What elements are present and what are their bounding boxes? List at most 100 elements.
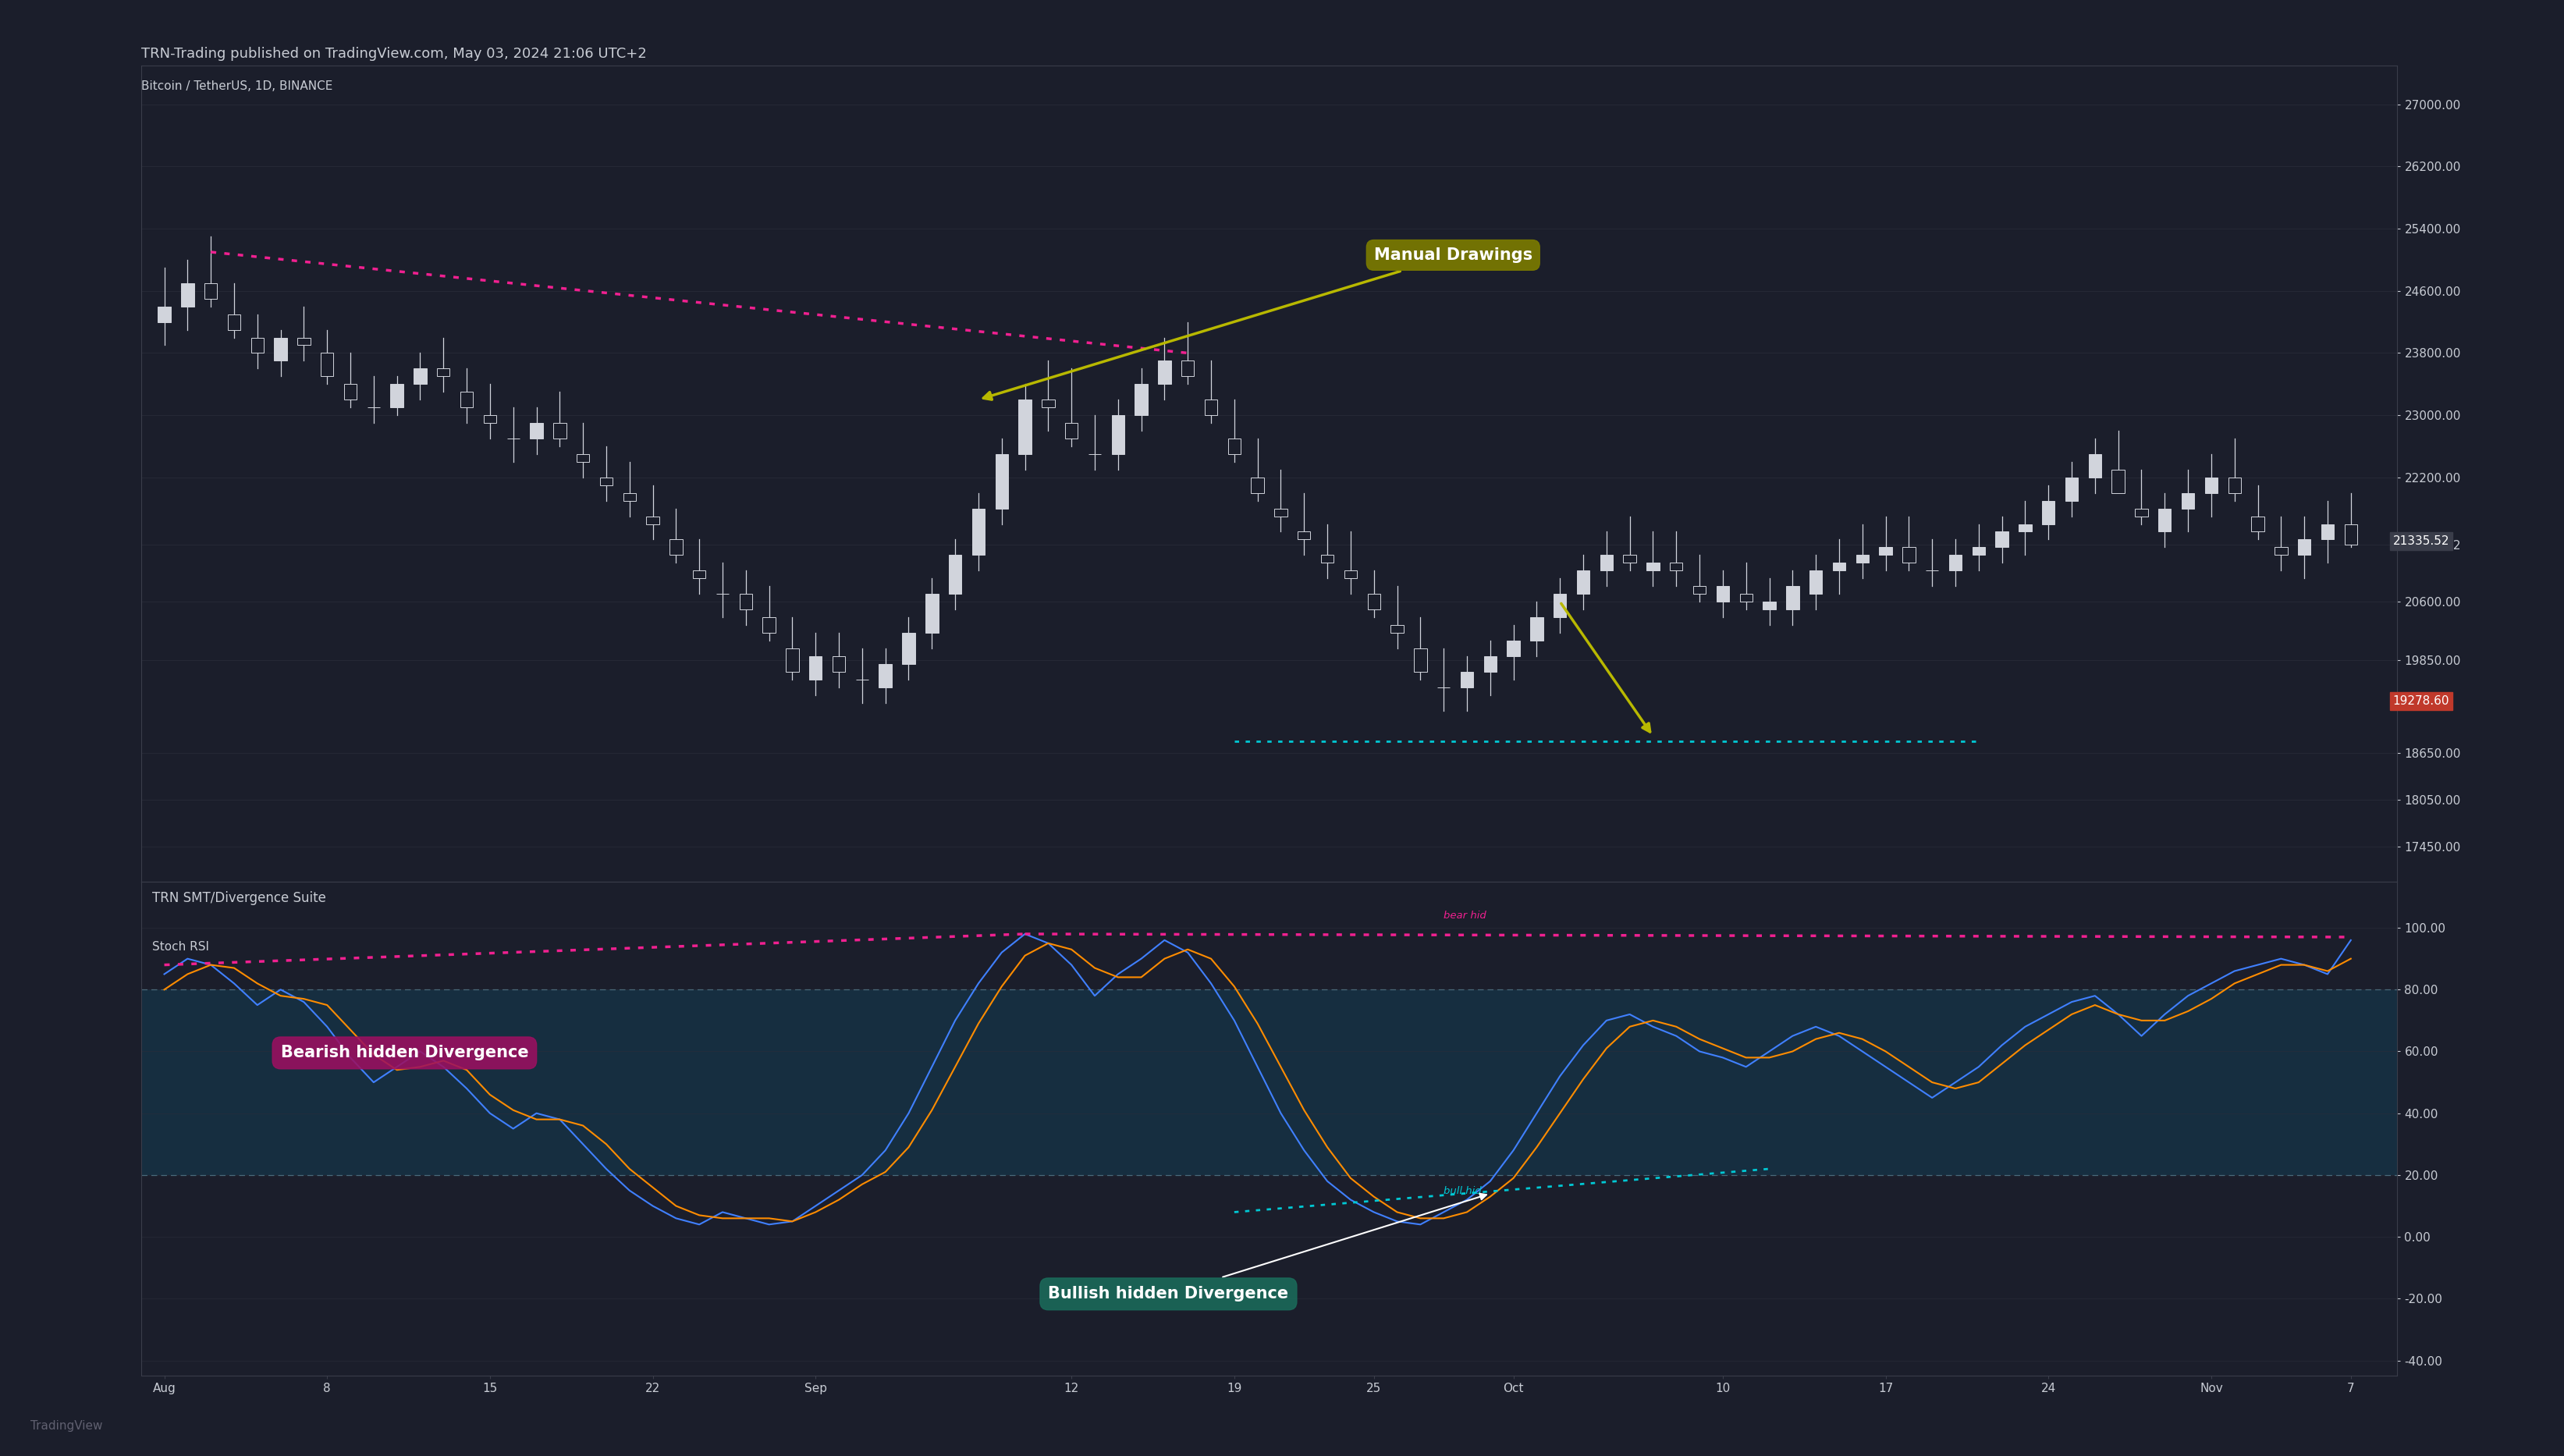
Bar: [1461, 671, 1474, 687]
Bar: [182, 282, 195, 306]
Bar: [2090, 454, 2102, 478]
Bar: [1600, 555, 1613, 571]
Bar: [1764, 601, 1777, 610]
Bar: [554, 422, 567, 438]
Bar: [2343, 524, 2356, 545]
Bar: [436, 368, 449, 376]
Text: Bearish hidden Divergence: Bearish hidden Divergence: [279, 1045, 528, 1061]
Bar: [669, 540, 682, 555]
Bar: [692, 571, 705, 578]
Bar: [2041, 501, 2054, 524]
Bar: [485, 415, 497, 422]
Bar: [1344, 571, 1356, 578]
Bar: [297, 338, 310, 345]
Text: Manual Drawings: Manual Drawings: [985, 248, 1533, 399]
Bar: [1623, 555, 1636, 563]
Bar: [531, 422, 544, 438]
Bar: [1367, 594, 1379, 610]
Bar: [1972, 547, 1985, 555]
Bar: [2297, 540, 2310, 555]
Bar: [1856, 555, 1869, 563]
Bar: [390, 384, 403, 408]
Bar: [1159, 361, 1172, 384]
Text: TRN SMT/Divergence Suite: TRN SMT/Divergence Suite: [151, 891, 326, 906]
Bar: [159, 306, 172, 322]
Bar: [1018, 399, 1031, 454]
Bar: [1485, 657, 1497, 671]
Bar: [2182, 494, 2195, 508]
Bar: [2205, 478, 2218, 494]
Bar: [1251, 478, 1264, 494]
Bar: [1136, 384, 1149, 415]
Bar: [205, 282, 218, 298]
Bar: [1879, 547, 1892, 555]
Bar: [1297, 531, 1310, 540]
Bar: [274, 338, 287, 361]
Text: TradingView: TradingView: [31, 1421, 103, 1433]
Bar: [2320, 524, 2333, 540]
Bar: [2159, 508, 2172, 531]
Bar: [1902, 547, 1915, 563]
Bar: [1715, 587, 1728, 601]
Bar: [462, 392, 474, 408]
Bar: [1228, 438, 1241, 454]
Bar: [623, 494, 636, 501]
Text: bull hid: bull hid: [1444, 1185, 1482, 1195]
Text: Stoch RSI: Stoch RSI: [151, 941, 210, 952]
Bar: [787, 648, 800, 671]
Bar: [810, 657, 823, 680]
Bar: [344, 384, 356, 399]
Bar: [926, 594, 938, 633]
Bar: [879, 664, 892, 687]
Bar: [1064, 422, 1077, 438]
Bar: [1041, 399, 1054, 408]
Bar: [2064, 478, 2077, 501]
Bar: [1274, 508, 1287, 517]
Bar: [1390, 625, 1403, 633]
Bar: [2228, 478, 2241, 494]
Bar: [1531, 617, 1544, 641]
Bar: [1833, 563, 1846, 571]
Text: 21335.52: 21335.52: [2392, 536, 2449, 547]
Bar: [600, 478, 613, 485]
Bar: [1577, 571, 1590, 594]
Bar: [1810, 571, 1823, 594]
Bar: [1995, 531, 2008, 547]
Bar: [1949, 555, 1961, 571]
Bar: [1413, 648, 1426, 671]
Bar: [320, 352, 333, 376]
Bar: [1554, 594, 1567, 617]
Bar: [1787, 587, 1800, 610]
Bar: [251, 338, 264, 352]
Bar: [833, 657, 846, 671]
Text: Bullish hidden Divergence: Bullish hidden Divergence: [1049, 1194, 1487, 1302]
Text: bear hid: bear hid: [1444, 910, 1487, 920]
Bar: [2136, 508, 2149, 517]
Bar: [141, 990, 2397, 1175]
Bar: [1738, 594, 1751, 601]
Bar: [1669, 563, 1682, 571]
Bar: [2251, 517, 2264, 531]
Bar: [1508, 641, 1520, 657]
Bar: [1646, 563, 1659, 571]
Bar: [1205, 399, 1218, 415]
Bar: [413, 368, 426, 384]
Bar: [1320, 555, 1333, 563]
Text: 19278.60: 19278.60: [2392, 695, 2449, 706]
Bar: [762, 617, 774, 633]
Bar: [738, 594, 751, 610]
Text: TRN-Trading published on TradingView.com, May 03, 2024 21:06 UTC+2: TRN-Trading published on TradingView.com…: [141, 47, 646, 61]
Text: Bitcoin / TetherUS, 1D, BINANCE: Bitcoin / TetherUS, 1D, BINANCE: [141, 80, 333, 92]
Bar: [2113, 470, 2126, 494]
Bar: [577, 454, 590, 462]
Bar: [2018, 524, 2031, 531]
Bar: [2274, 547, 2287, 555]
Bar: [972, 508, 985, 555]
Bar: [646, 517, 659, 524]
Bar: [949, 555, 962, 594]
Bar: [1182, 361, 1195, 376]
Bar: [1692, 587, 1705, 594]
Bar: [228, 314, 241, 329]
Bar: [995, 454, 1008, 508]
Bar: [903, 633, 915, 664]
